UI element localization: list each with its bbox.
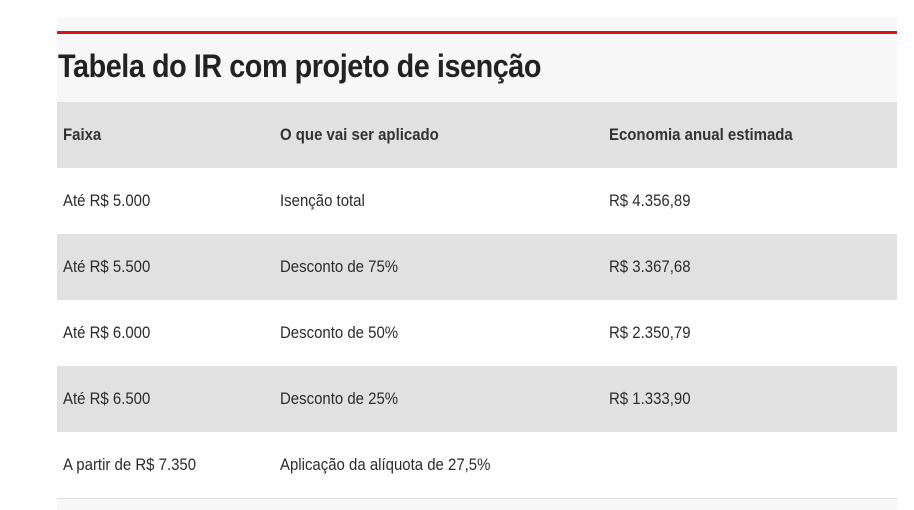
cell-faixa: Até R$ 5.000 bbox=[63, 191, 151, 210]
cell-economia: R$ 4.356,89 bbox=[609, 191, 691, 210]
table-row: Até R$ 5.000 Isenção total R$ 4.356,89 bbox=[57, 168, 897, 234]
ir-table: Faixa O que vai ser aplicado Economia an… bbox=[57, 102, 897, 499]
accent-rule bbox=[57, 31, 897, 34]
cell-faixa: Até R$ 6.000 bbox=[63, 323, 151, 342]
table-row: A partir de R$ 7.350 Aplicação da alíquo… bbox=[57, 432, 897, 499]
header-economia: Economia anual estimada bbox=[609, 125, 793, 144]
header-faixa: Faixa bbox=[63, 125, 102, 144]
page-title: Tabela do IR com projeto de isenção bbox=[58, 48, 542, 84]
table-row: Até R$ 5.500 Desconto de 75% R$ 3.367,68 bbox=[57, 234, 897, 300]
header-aplicado: O que vai ser aplicado bbox=[280, 125, 439, 144]
cell-economia bbox=[603, 432, 897, 499]
cell-economia: R$ 3.367,68 bbox=[609, 257, 691, 276]
table-header-row: Faixa O que vai ser aplicado Economia an… bbox=[57, 102, 897, 168]
table-row: Até R$ 6.000 Desconto de 50% R$ 2.350,79 bbox=[57, 300, 897, 366]
cell-economia: R$ 2.350,79 bbox=[609, 323, 691, 342]
cell-faixa: Até R$ 6.500 bbox=[63, 389, 151, 408]
table-row: Até R$ 6.500 Desconto de 25% R$ 1.333,90 bbox=[57, 366, 897, 432]
cell-aplicado: Isenção total bbox=[280, 191, 365, 210]
cell-aplicado: Aplicação da alíquota de 27,5% bbox=[274, 432, 603, 499]
cell-economia: R$ 1.333,90 bbox=[609, 389, 691, 408]
cell-faixa: Até R$ 5.500 bbox=[63, 257, 151, 276]
cell-aplicado: Desconto de 75% bbox=[280, 257, 399, 276]
ir-table-card: Tabela do IR com projeto de isenção Faix… bbox=[57, 18, 897, 510]
cell-aplicado: Desconto de 25% bbox=[280, 389, 399, 408]
cell-aplicado: Desconto de 50% bbox=[280, 323, 399, 342]
cell-faixa: A partir de R$ 7.350 bbox=[57, 432, 274, 499]
